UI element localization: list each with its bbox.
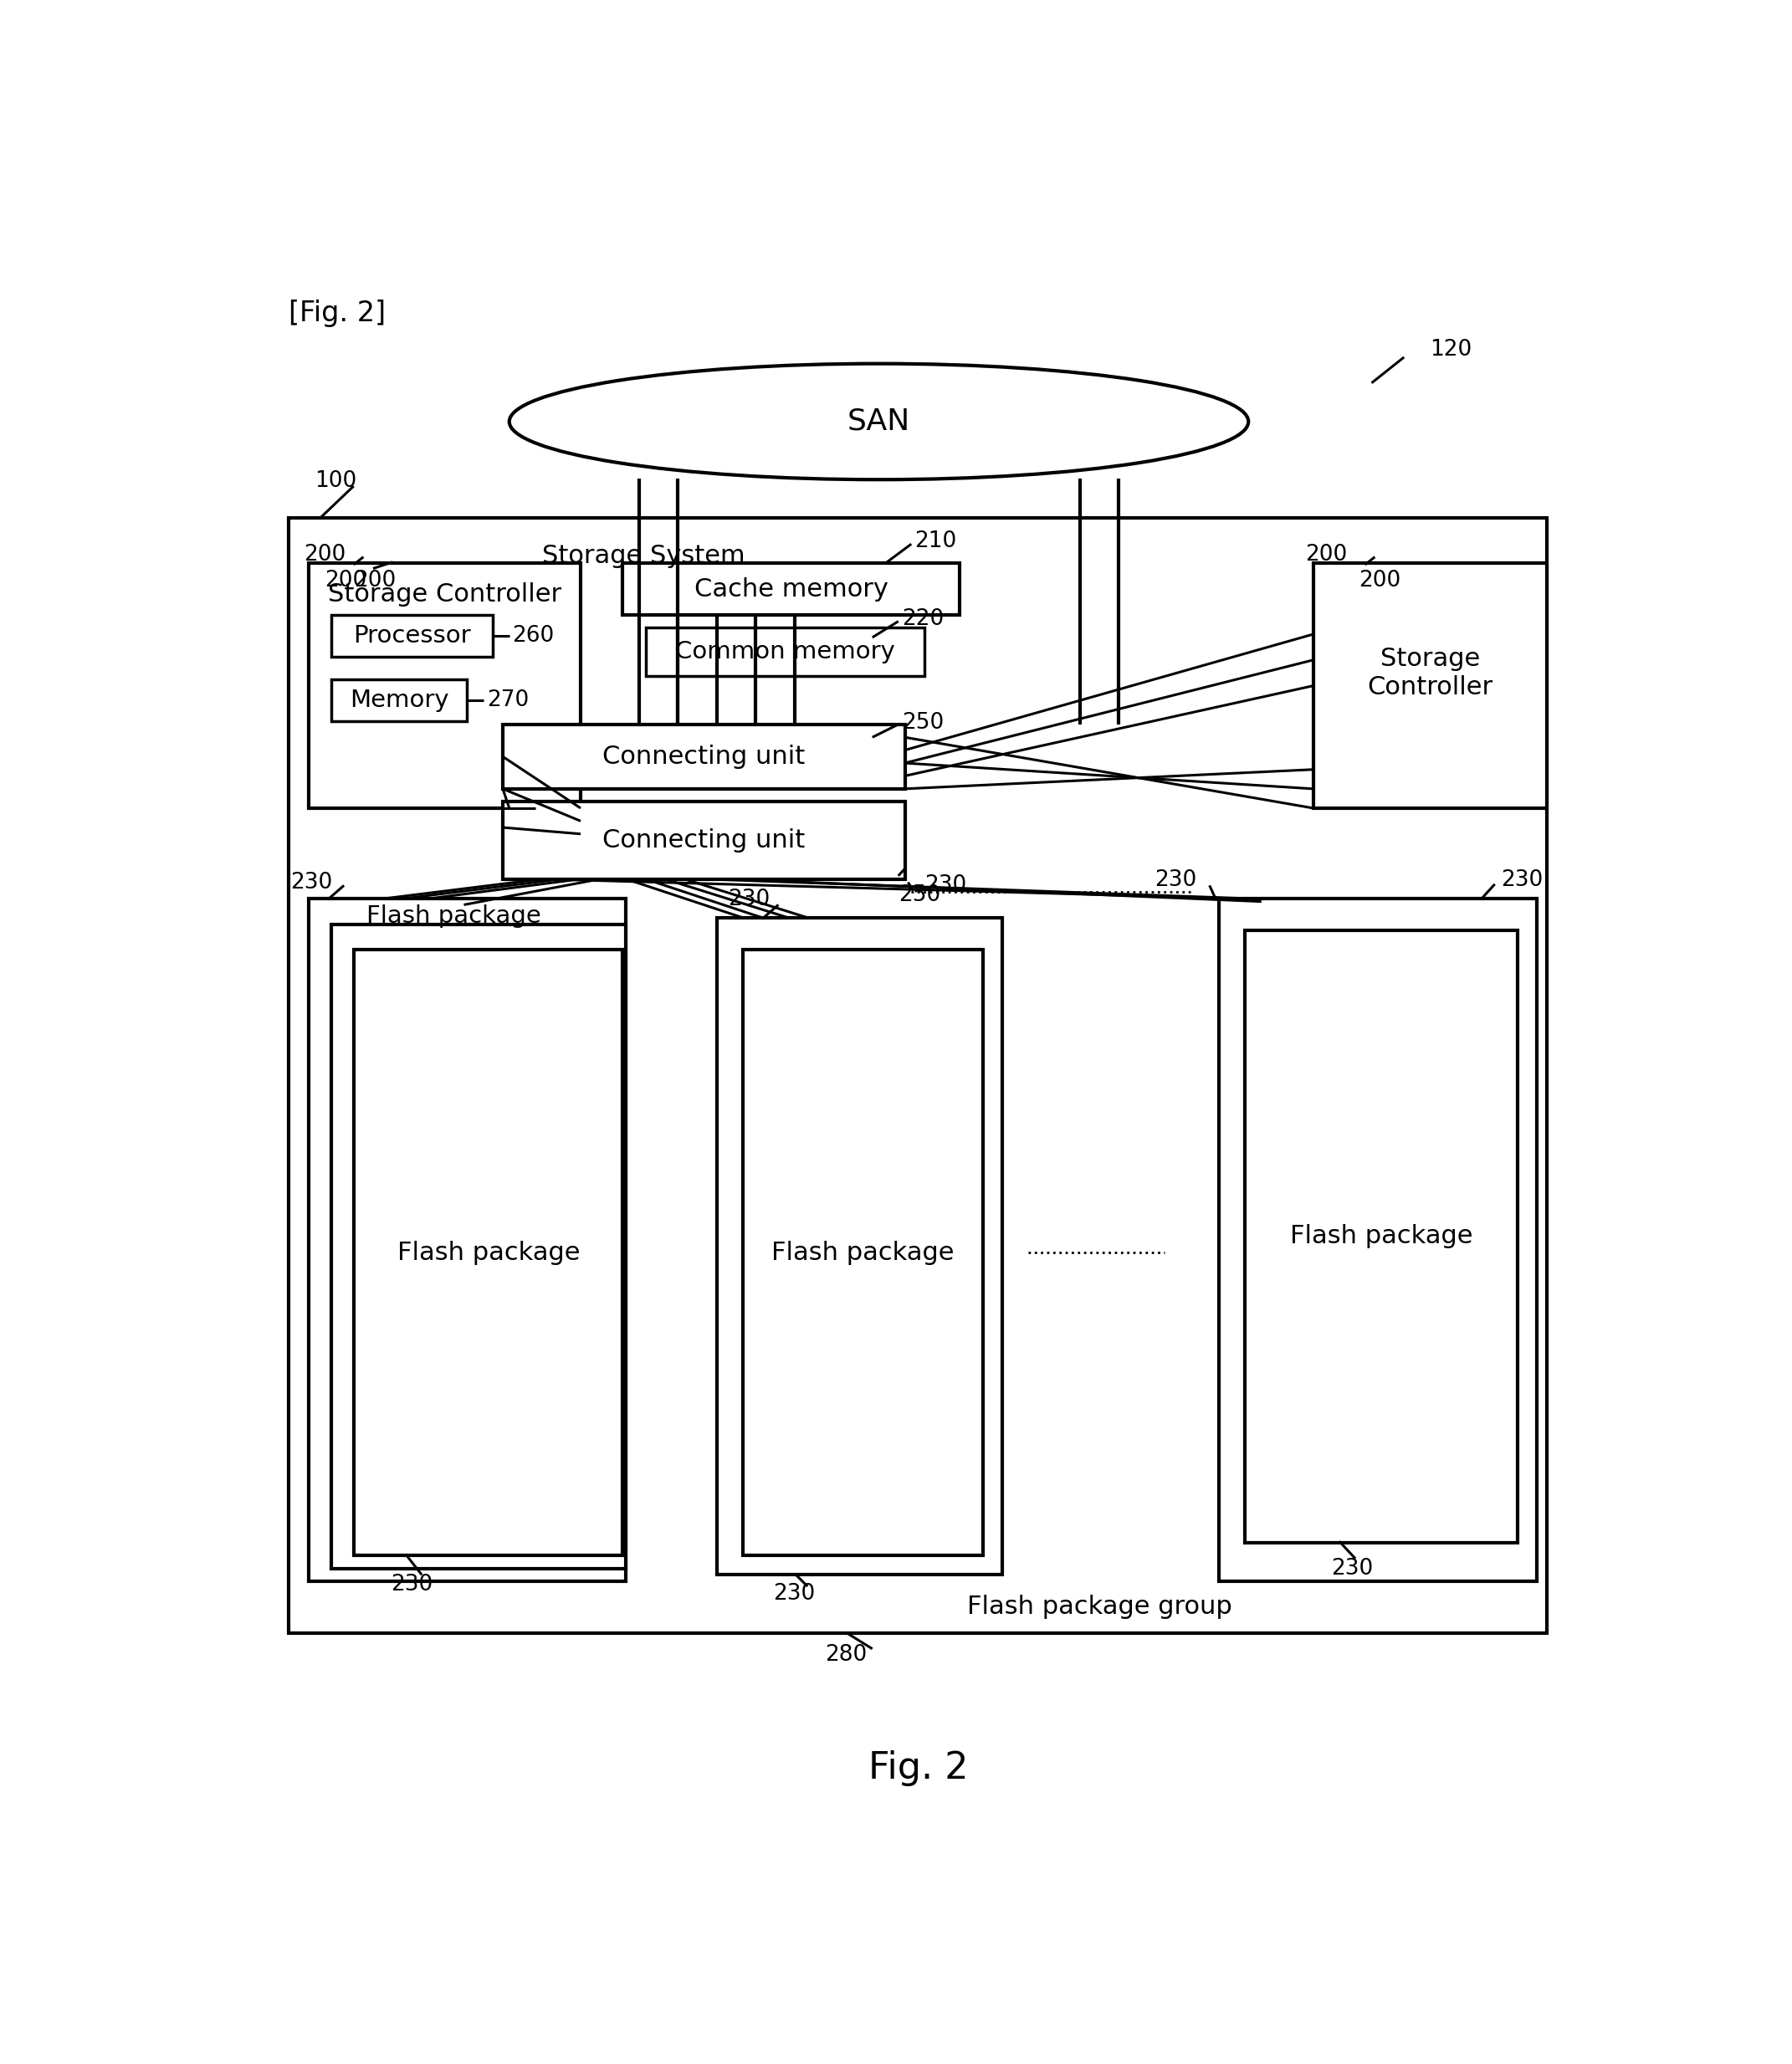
Bar (1219, 898, 1538, 1581)
Bar (289, 518, 1546, 1633)
Text: Flash package group: Flash package group (968, 1595, 1231, 1618)
Text: 220: 220 (901, 609, 944, 630)
Text: 200: 200 (324, 570, 367, 592)
Text: 200: 200 (353, 570, 396, 592)
Text: 230: 230 (1331, 1558, 1373, 1579)
Ellipse shape (509, 363, 1249, 479)
Text: 210: 210 (914, 530, 957, 553)
Text: 200: 200 (1358, 570, 1401, 592)
Text: 230: 230 (774, 1583, 815, 1606)
Text: Cache memory: Cache memory (694, 578, 889, 601)
Bar (504, 801, 905, 879)
Text: 200: 200 (1305, 543, 1348, 566)
Bar (308, 898, 625, 1581)
Text: 260: 260 (513, 625, 554, 646)
Bar (717, 918, 1002, 1575)
Bar (645, 627, 925, 677)
Bar (353, 949, 624, 1556)
Text: 200: 200 (303, 543, 346, 566)
Text: 250: 250 (901, 712, 944, 733)
Text: 230: 230 (728, 890, 771, 910)
Text: [Fig. 2]: [Fig. 2] (289, 299, 385, 326)
Bar (308, 563, 581, 809)
Bar (332, 925, 625, 1569)
Text: Storage
Controller: Storage Controller (1367, 646, 1493, 700)
Text: 230: 230 (1154, 869, 1197, 892)
Text: Flash package: Flash package (771, 1240, 953, 1265)
Bar (1245, 931, 1518, 1542)
Bar (624, 563, 961, 615)
Text: Flash package: Flash package (367, 904, 541, 929)
Text: 230: 230 (391, 1573, 434, 1595)
Text: 230: 230 (290, 871, 333, 894)
Text: Flash package: Flash package (398, 1240, 581, 1265)
Text: Processor: Processor (353, 623, 471, 648)
Bar (332, 615, 493, 656)
Text: Storage System: Storage System (541, 545, 745, 568)
Text: 250: 250 (898, 883, 941, 906)
Text: 100: 100 (315, 471, 357, 491)
Text: Common memory: Common memory (676, 640, 894, 663)
Bar (1314, 563, 1546, 809)
Text: Connecting unit: Connecting unit (602, 745, 805, 768)
Text: 270: 270 (487, 689, 529, 710)
Text: Connecting unit: Connecting unit (602, 828, 805, 852)
Text: Fig. 2: Fig. 2 (869, 1750, 968, 1785)
Text: Memory: Memory (349, 687, 448, 712)
Bar (504, 724, 905, 788)
Text: SAN: SAN (848, 407, 910, 436)
Bar (332, 679, 468, 720)
Text: Storage Controller: Storage Controller (328, 582, 561, 607)
Text: 230: 230 (925, 875, 966, 896)
Bar (742, 949, 982, 1556)
Text: 120: 120 (1430, 338, 1471, 361)
Text: 280: 280 (826, 1645, 867, 1666)
Text: Flash package: Flash package (1290, 1224, 1473, 1249)
Text: 230: 230 (1502, 869, 1543, 892)
